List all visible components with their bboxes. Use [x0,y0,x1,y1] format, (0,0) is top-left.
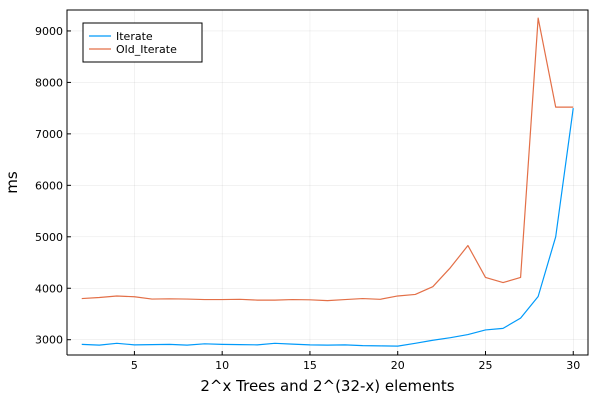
grid-lines [67,10,588,355]
y-tick-label: 5000 [35,231,63,244]
series-line-old-iterate [81,17,574,302]
x-axis-title: 2^x Trees and 2^(32-x) elements [200,377,454,395]
y-tick-label: 7000 [35,128,63,141]
x-tick-label: 20 [391,359,405,372]
legend-box [82,22,203,63]
y-axis-title: ms [3,171,21,194]
x-tick-label: 10 [215,359,229,372]
y-tick-label: 6000 [35,179,63,192]
legend-label: Iterate [116,30,153,43]
x-tick-label: 30 [566,359,580,372]
plot-frame [66,9,589,356]
x-tick-label: 15 [303,359,317,372]
legend-label: Old_Iterate [116,43,177,56]
y-tick-label: 3000 [35,334,63,347]
y-tick-label: 4000 [35,282,63,295]
x-tick-label: 25 [478,359,492,372]
x-tick-label: 5 [131,359,138,372]
series-layer [81,17,574,347]
x-axis-ticks: 5 10 15 20 25 30 [131,351,580,372]
y-tick-label: 9000 [35,25,63,38]
y-tick-label: 8000 [35,76,63,89]
series-line-iterate [81,108,574,347]
y-axis-ticks: 3000 4000 5000 6000 7000 8000 9000 [35,25,71,347]
